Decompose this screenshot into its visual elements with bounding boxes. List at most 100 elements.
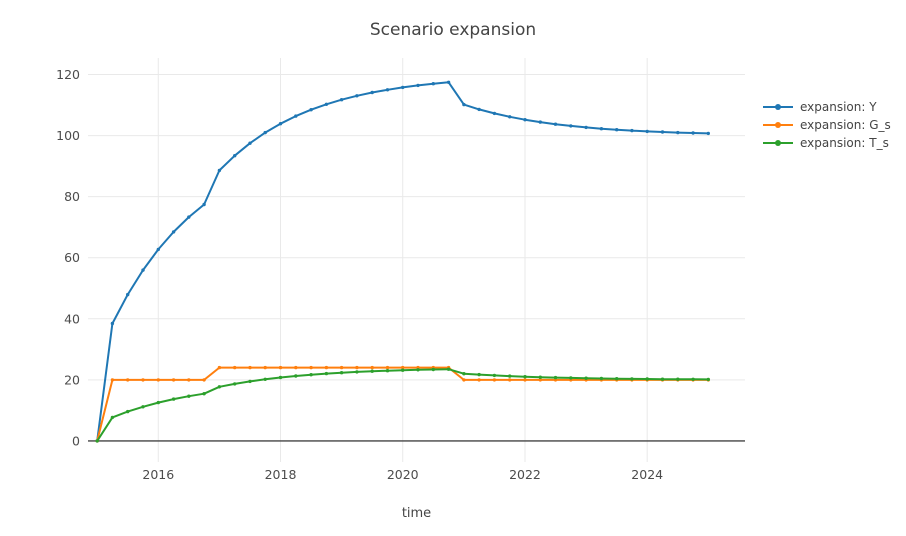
data-point-marker[interactable] (202, 378, 206, 382)
data-point-marker[interactable] (492, 378, 497, 382)
data-point-marker[interactable] (462, 372, 466, 376)
data-point-marker[interactable] (202, 392, 206, 396)
data-point-marker[interactable] (599, 127, 604, 131)
data-point-marker[interactable] (630, 128, 634, 133)
legend-item-g-s[interactable]: expansion: G_s (763, 116, 891, 134)
data-point-marker[interactable] (615, 377, 619, 381)
data-point-marker[interactable] (599, 376, 604, 381)
data-point-marker[interactable] (141, 268, 145, 272)
data-point-marker[interactable] (401, 368, 405, 372)
data-point-marker[interactable] (431, 82, 435, 86)
data-point-marker[interactable] (339, 371, 344, 375)
data-point-marker[interactable] (508, 115, 512, 119)
data-point-marker[interactable] (126, 292, 130, 297)
data-point-marker[interactable] (248, 379, 252, 384)
data-point-marker[interactable] (156, 247, 160, 252)
data-point-marker[interactable] (187, 394, 191, 398)
data-point-marker[interactable] (569, 376, 573, 380)
data-point-marker[interactable] (294, 114, 298, 118)
data-point-marker[interactable] (538, 120, 542, 124)
data-point-marker[interactable] (263, 365, 267, 370)
data-point-marker[interactable] (248, 141, 252, 145)
data-point-marker[interactable] (355, 370, 359, 374)
data-point-marker[interactable] (324, 365, 329, 370)
data-point-marker[interactable] (187, 378, 191, 382)
data-point-marker[interactable] (324, 102, 329, 107)
data-point-marker[interactable] (370, 90, 374, 95)
data-point-marker[interactable] (538, 378, 542, 382)
data-point-marker[interactable] (615, 128, 619, 132)
data-point-marker[interactable] (538, 375, 542, 379)
data-point-marker[interactable] (141, 405, 145, 409)
data-point-marker[interactable] (569, 124, 573, 128)
data-point-marker[interactable] (401, 365, 405, 370)
data-point-marker[interactable] (706, 131, 710, 136)
data-point-marker[interactable] (233, 154, 237, 158)
data-point-marker[interactable] (660, 377, 665, 381)
data-point-marker[interactable] (339, 365, 344, 370)
data-point-marker[interactable] (446, 80, 451, 85)
data-point-marker[interactable] (339, 98, 344, 102)
data-point-marker[interactable] (385, 369, 390, 373)
data-point-marker[interactable] (217, 168, 222, 173)
legend-item-y[interactable]: expansion: Y (763, 98, 891, 116)
data-point-marker[interactable] (706, 377, 710, 382)
data-point-marker[interactable] (431, 367, 435, 372)
data-point-marker[interactable] (660, 130, 665, 134)
data-point-marker[interactable] (202, 202, 206, 207)
data-point-marker[interactable] (294, 374, 298, 378)
data-point-marker[interactable] (553, 375, 558, 380)
data-point-marker[interactable] (446, 367, 451, 371)
series-expansion-t-s[interactable] (95, 367, 711, 443)
data-point-marker[interactable] (477, 372, 481, 377)
data-point-marker[interactable] (553, 122, 558, 126)
legend-item-t-s[interactable]: expansion: T_s (763, 134, 891, 152)
data-point-marker[interactable] (171, 378, 176, 382)
data-point-marker[interactable] (141, 378, 145, 382)
data-point-marker[interactable] (630, 377, 634, 381)
data-point-marker[interactable] (263, 377, 267, 381)
data-point-marker[interactable] (126, 378, 130, 382)
data-point-marker[interactable] (309, 108, 313, 112)
data-point-marker[interactable] (462, 102, 466, 107)
data-point-marker[interactable] (278, 122, 283, 126)
data-point-marker[interactable] (110, 415, 115, 420)
data-point-marker[interactable] (156, 378, 160, 382)
data-point-marker[interactable] (385, 365, 390, 370)
data-point-marker[interactable] (645, 129, 649, 134)
data-point-marker[interactable] (263, 130, 267, 135)
data-point-marker[interactable] (492, 373, 497, 378)
data-point-marker[interactable] (217, 385, 222, 389)
data-point-marker[interactable] (324, 371, 329, 376)
data-point-marker[interactable] (416, 83, 420, 88)
data-point-marker[interactable] (309, 365, 313, 370)
data-point-marker[interactable] (691, 131, 695, 135)
data-point-marker[interactable] (477, 107, 481, 112)
data-point-marker[interactable] (294, 365, 298, 370)
data-point-marker[interactable] (416, 368, 420, 372)
data-point-marker[interactable] (370, 369, 374, 373)
data-point-marker[interactable] (508, 374, 512, 378)
data-point-marker[interactable] (691, 377, 695, 381)
data-point-marker[interactable] (187, 215, 191, 219)
data-point-marker[interactable] (233, 365, 237, 370)
data-point-marker[interactable] (171, 397, 176, 401)
data-point-marker[interactable] (385, 88, 390, 92)
data-point-marker[interactable] (645, 377, 649, 381)
data-point-marker[interactable] (676, 130, 680, 135)
data-point-marker[interactable] (278, 365, 283, 370)
data-point-marker[interactable] (370, 365, 374, 370)
data-point-marker[interactable] (401, 85, 405, 90)
data-point-marker[interactable] (492, 111, 497, 116)
data-point-marker[interactable] (584, 376, 588, 380)
data-point-marker[interactable] (278, 375, 283, 380)
data-point-marker[interactable] (676, 377, 680, 381)
data-point-marker[interactable] (355, 365, 359, 370)
data-point-marker[interactable] (523, 375, 527, 379)
data-point-marker[interactable] (110, 321, 115, 326)
data-point-marker[interactable] (217, 365, 222, 370)
data-point-marker[interactable] (248, 365, 252, 370)
data-point-marker[interactable] (523, 118, 527, 122)
series-expansion-y[interactable] (95, 80, 711, 443)
